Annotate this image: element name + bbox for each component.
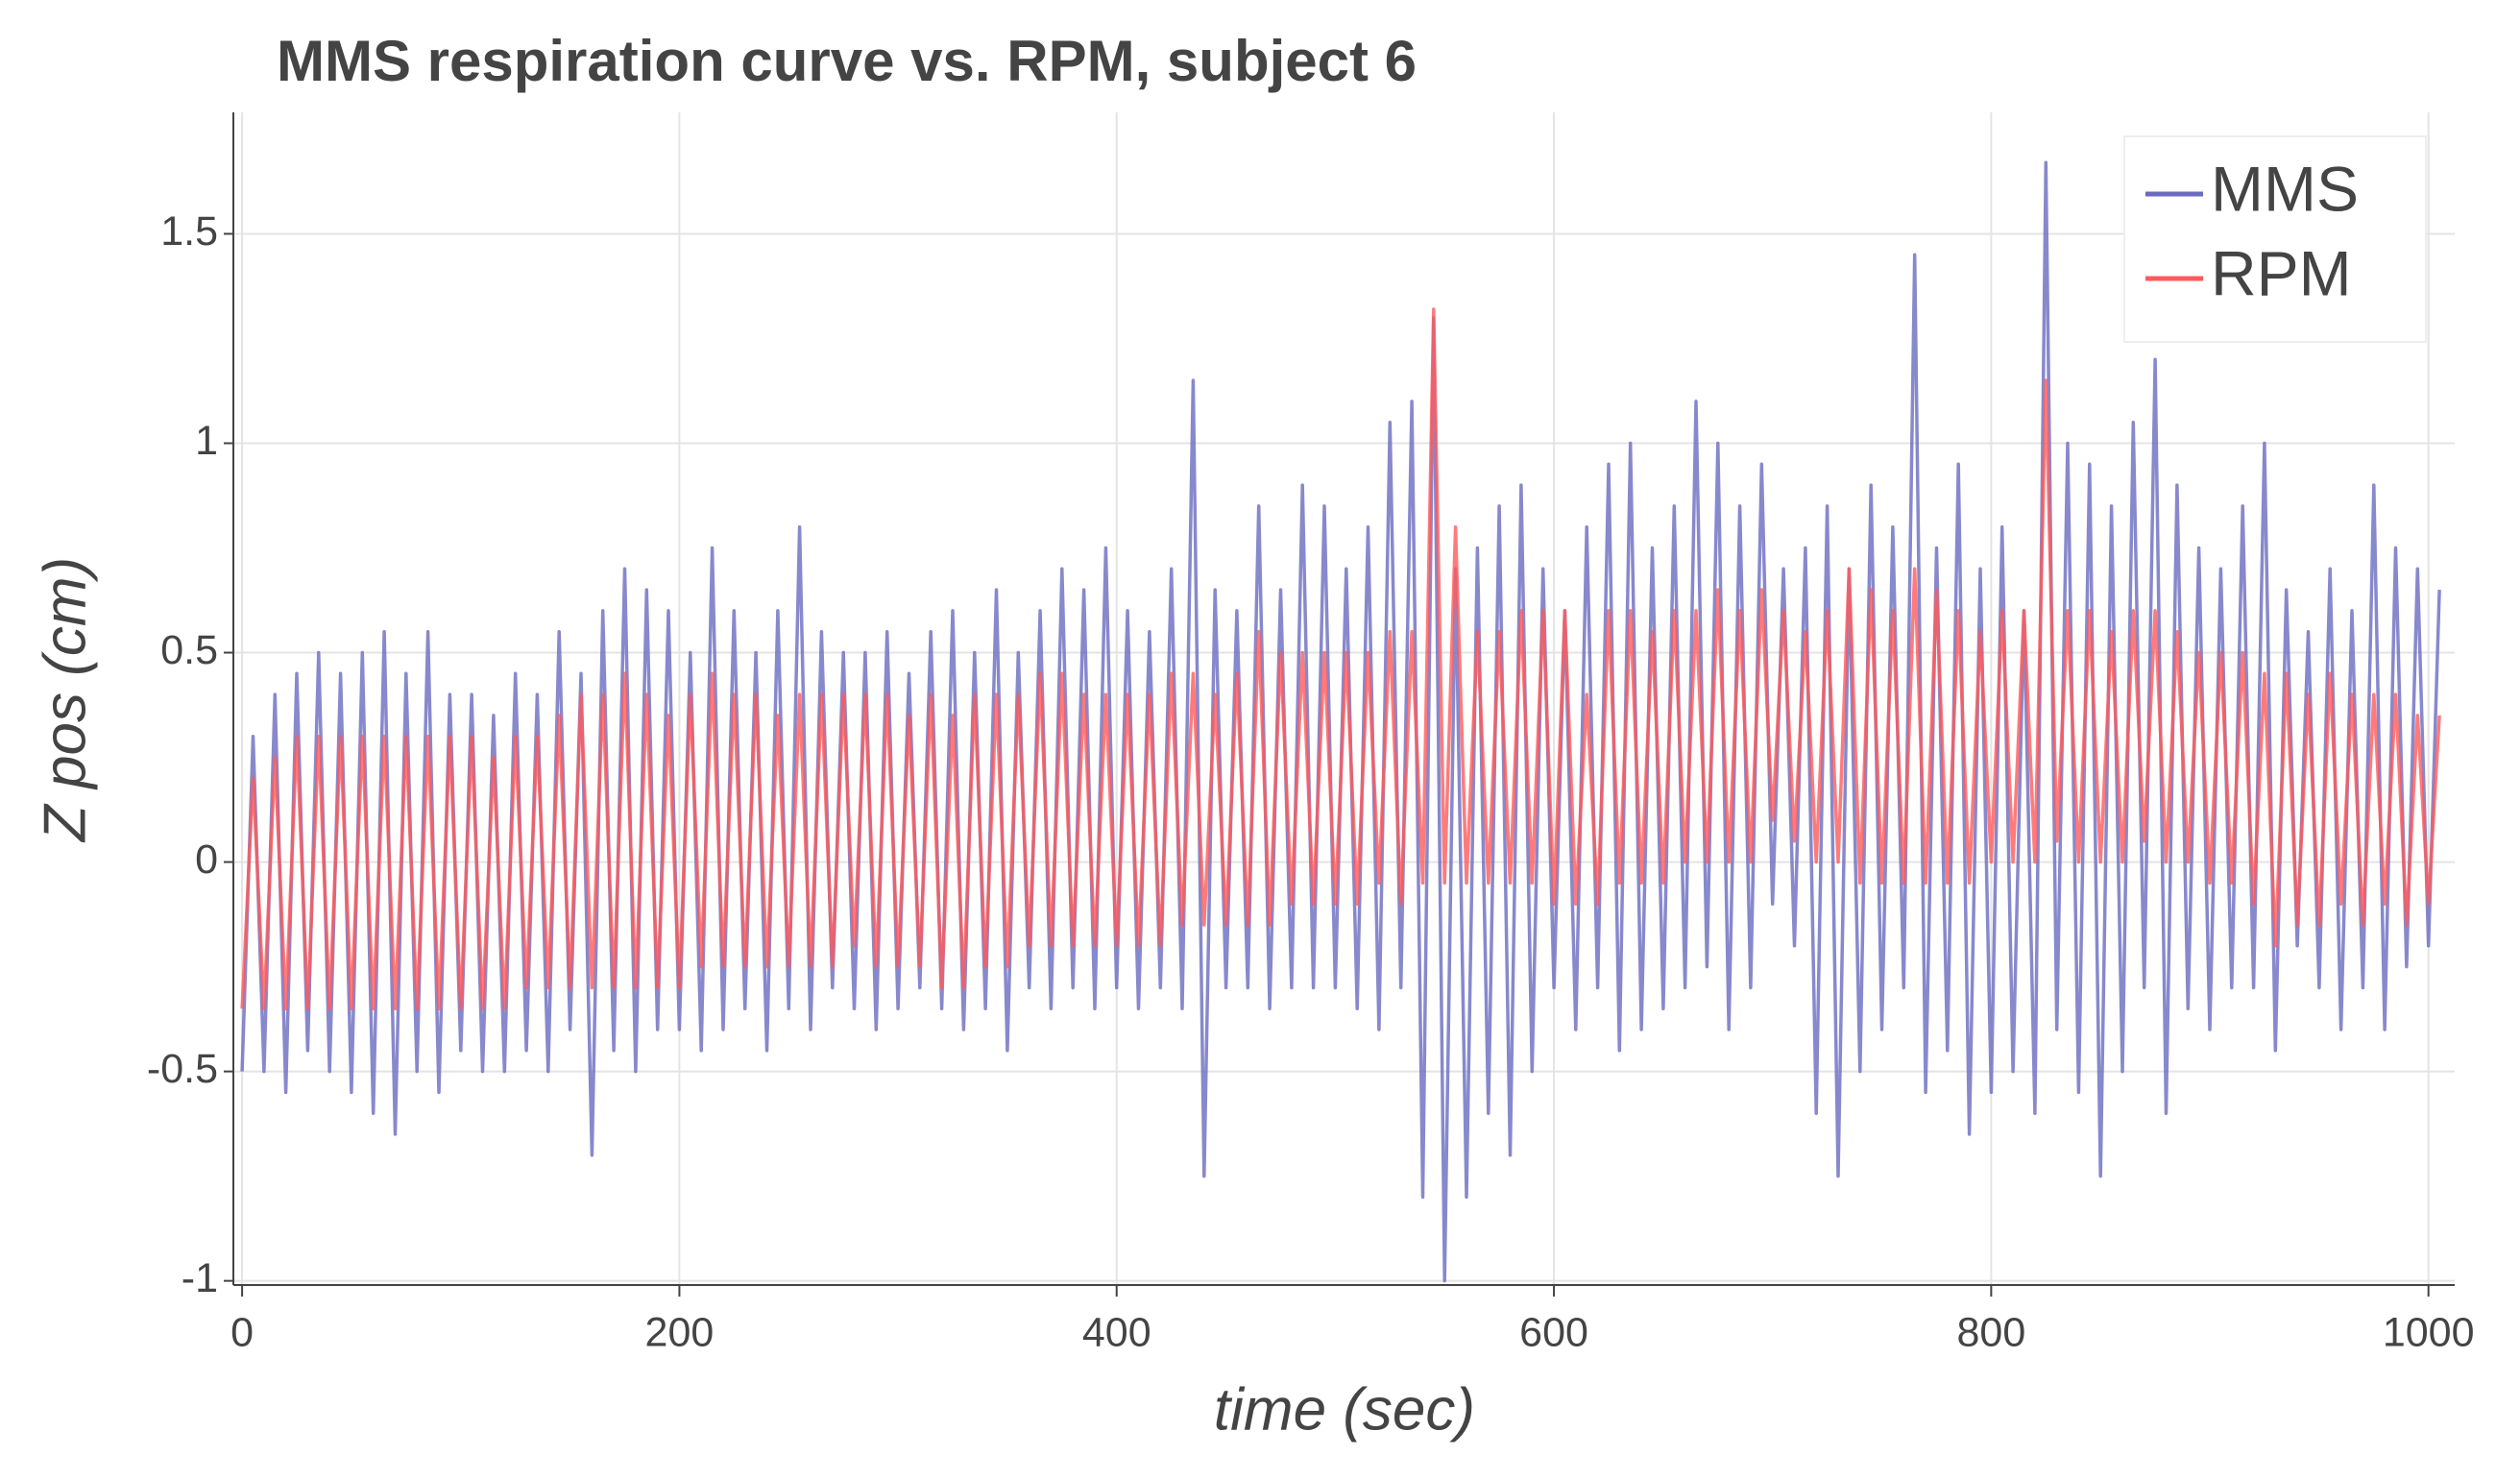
- y-tick-label: 1.5: [160, 208, 218, 255]
- x-tick-label: 800: [1956, 1309, 2025, 1355]
- y-tick-label: 0: [195, 837, 218, 883]
- legend-label: RPM: [2211, 237, 2352, 308]
- x-tick-label: 600: [1519, 1309, 1588, 1355]
- x-tick-label: 0: [230, 1309, 254, 1355]
- series-line: [240, 160, 2441, 1283]
- y-axis-title: Z pos (cm): [32, 557, 98, 843]
- legend-box: [2123, 135, 2427, 343]
- y-tick-label: 1: [195, 418, 218, 464]
- series-line: [240, 307, 2441, 1010]
- chart-title: MMS respiration curve vs. RPM, subject 6: [277, 29, 1417, 93]
- x-tick-label: 400: [1082, 1309, 1151, 1355]
- x-axis-title: time (sec): [1214, 1376, 1475, 1443]
- y-tick-label: 0.5: [160, 627, 218, 673]
- legend-label: MMS: [2211, 153, 2359, 224]
- x-tick-label: 200: [645, 1309, 715, 1355]
- x-tick-label: 1000: [2383, 1309, 2475, 1355]
- y-tick-label: -0.5: [147, 1046, 218, 1092]
- y-tick-label: -1: [182, 1255, 218, 1301]
